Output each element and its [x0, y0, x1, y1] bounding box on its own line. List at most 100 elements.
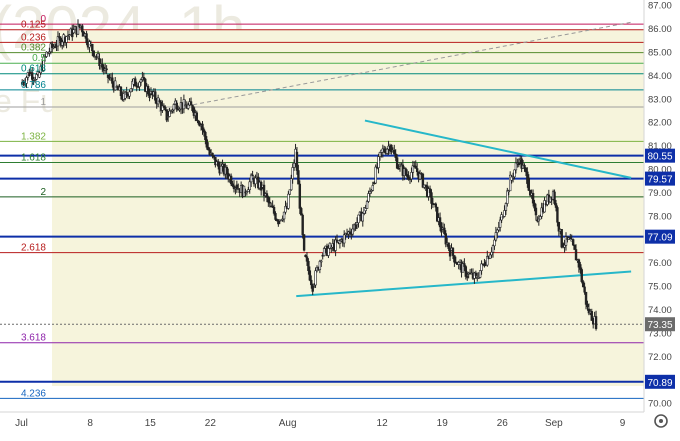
candle-body: [342, 234, 346, 244]
candle-body: [166, 116, 170, 118]
candle-body: [134, 78, 137, 87]
candle-body: [368, 191, 372, 194]
candle-body: [322, 248, 326, 256]
candle-body: [447, 242, 450, 249]
price-badge: [645, 374, 675, 389]
candle-body: [76, 23, 80, 35]
candle-body: [219, 165, 223, 174]
candle-body: [262, 184, 266, 196]
y-tick-label: 74.00: [648, 305, 672, 316]
candle-body: [311, 284, 314, 292]
candle-body: [327, 248, 330, 256]
fib-label: 1.618: [21, 152, 46, 163]
candle-body: [587, 308, 591, 314]
candle-body: [514, 162, 518, 171]
candle-body: [28, 72, 31, 76]
y-tick-label: 78.00: [648, 211, 672, 222]
candle-body: [168, 110, 171, 117]
candle-body: [38, 72, 41, 78]
candle-body: [308, 270, 312, 281]
candle-body: [581, 281, 585, 288]
candle-body: [305, 256, 309, 262]
candle-body: [192, 107, 196, 116]
candle-body: [290, 178, 293, 191]
candle-body: [158, 100, 161, 103]
candle-body: [275, 219, 279, 222]
price-badge-label: 80.55: [647, 152, 672, 163]
candle-body: [410, 172, 413, 180]
x-tick-label: Jul: [15, 418, 28, 429]
candle-body: [407, 175, 410, 179]
candle-body: [245, 191, 249, 194]
candle-body: [490, 251, 493, 256]
candle-body: [23, 83, 27, 85]
price-badge: [645, 148, 675, 163]
settings-icon[interactable]: [644, 408, 678, 434]
x-tick-label: 19: [437, 418, 449, 429]
candle-body: [404, 168, 407, 175]
candle-body: [370, 190, 373, 192]
candle-body: [139, 79, 143, 83]
candle-body: [288, 189, 291, 195]
candle-body: [208, 149, 211, 155]
candle-body: [390, 144, 393, 152]
candle-body: [463, 263, 466, 267]
candle-body: [281, 218, 284, 221]
candle-body: [367, 193, 370, 202]
candle-body: [571, 239, 575, 246]
candle-body: [590, 311, 593, 321]
candle-body: [524, 167, 528, 173]
candle-body: [307, 260, 310, 272]
candle-body: [338, 240, 342, 244]
candle-body: [198, 122, 201, 127]
candle-body: [267, 197, 270, 203]
candle-body: [411, 165, 415, 173]
candle-body: [443, 227, 446, 234]
candle-body: [486, 256, 489, 266]
candle-body: [247, 189, 250, 193]
candle-body: [497, 227, 500, 231]
candle-body: [43, 56, 47, 58]
candle-body: [438, 217, 442, 228]
candle-body: [72, 29, 75, 34]
candle-body: [334, 239, 337, 251]
candle-body: [320, 260, 323, 263]
candle-body: [249, 174, 253, 183]
candle-body: [282, 211, 286, 220]
candle-body: [494, 232, 498, 241]
candle-body: [186, 104, 190, 109]
candle-body: [197, 120, 200, 124]
candle-body: [138, 81, 141, 87]
candle-body: [217, 161, 220, 167]
price-badge-label: 79.57: [647, 175, 672, 186]
candle-body: [265, 193, 269, 198]
candle-body: [175, 102, 178, 110]
fib-label: 2: [40, 187, 46, 198]
candle-body: [580, 269, 583, 282]
fib-label: 0.5: [32, 53, 46, 64]
candle-body: [318, 261, 322, 271]
candle-body: [51, 43, 54, 48]
candle-body: [448, 248, 452, 257]
candle-body: [365, 201, 369, 209]
candle-body: [474, 272, 478, 276]
fib-label: 4.236: [21, 388, 46, 399]
candle-body: [364, 208, 367, 211]
candle-body: [30, 72, 34, 80]
candle-body: [504, 203, 508, 211]
candle-body: [534, 207, 538, 216]
candle-body: [513, 169, 516, 178]
candle-body: [292, 162, 296, 168]
candle-body: [414, 165, 417, 169]
candle-body: [507, 190, 510, 193]
candle-body: [189, 101, 193, 106]
y-tick-label: 86.00: [648, 24, 672, 35]
candle-body: [207, 146, 210, 151]
candle-body: [277, 220, 280, 225]
candle-body: [274, 213, 277, 220]
y-tick-label: 70.00: [648, 399, 672, 410]
candle-body: [491, 245, 495, 253]
candle-body: [378, 152, 382, 157]
candle-body: [554, 203, 558, 208]
